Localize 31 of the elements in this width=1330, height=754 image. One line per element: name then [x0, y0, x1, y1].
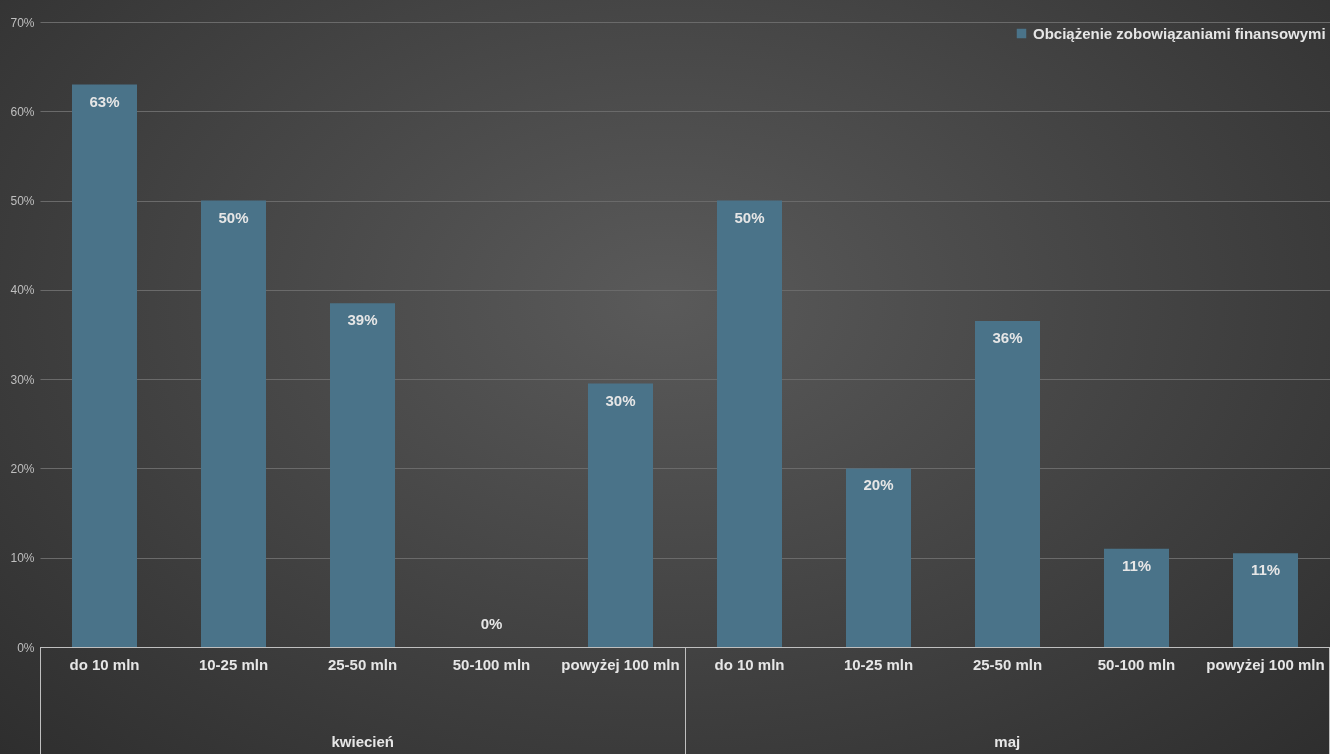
x-tick-label: powyżej 100 mln	[1206, 655, 1325, 673]
data-label: 20%	[863, 476, 894, 494]
data-label: 30%	[605, 391, 636, 409]
x-tick-label: do 10 mln	[714, 655, 785, 673]
x-tick-label: 50-100 mln	[1097, 655, 1176, 673]
y-tick-label: 0%	[17, 640, 35, 655]
y-tick-label: 10%	[10, 551, 35, 566]
data-label: 11%	[1121, 556, 1152, 574]
text: kwiecień	[331, 733, 395, 750]
x-tick-label: 10-25 mln	[198, 655, 269, 673]
data-label: 50%	[734, 208, 765, 226]
data-label: 36%	[992, 329, 1023, 347]
y-tick-label: 60%	[10, 104, 35, 119]
x-tick-label: 25-50 mln	[972, 655, 1043, 673]
data-label: 0%	[480, 615, 503, 632]
data-label: 11%	[1250, 561, 1281, 579]
x-tick-label: 10-25 mln	[843, 655, 914, 673]
y-tick-label: 20%	[10, 461, 35, 476]
data-label: 39%	[347, 311, 378, 329]
data-label: 63%	[89, 92, 120, 110]
text: maj	[994, 733, 1021, 750]
x-tick-label: do 10 mln	[69, 655, 140, 673]
legend-label: Obciążenie zobowiązaniami finansowymi	[1033, 24, 1326, 42]
y-tick-label: 70%	[10, 15, 35, 30]
data-label: 50%	[218, 208, 249, 226]
y-tick-label: 50%	[10, 194, 35, 209]
x-tick-label: 50-100 mln	[452, 655, 531, 673]
x-tick-label: powyżej 100 mln	[561, 655, 680, 673]
y-tick-label: 40%	[10, 283, 35, 298]
y-tick-label: 30%	[10, 372, 35, 387]
x-tick-label: 25-50 mln	[327, 655, 398, 673]
